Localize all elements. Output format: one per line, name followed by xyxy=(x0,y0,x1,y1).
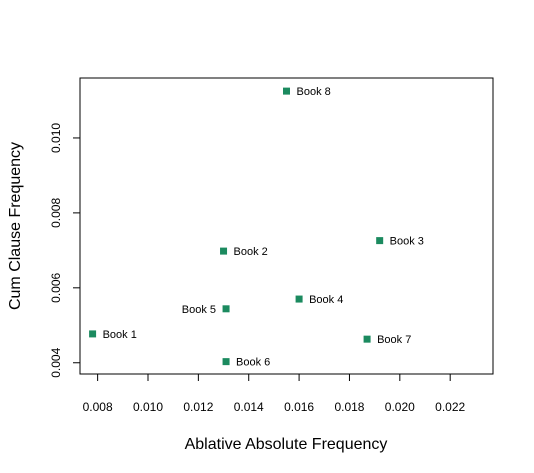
data-point-label: Book 4 xyxy=(309,294,343,306)
data-point-label: Book 1 xyxy=(103,329,137,341)
y-tick-label: 0.006 xyxy=(49,272,63,302)
data-point-label: Book 5 xyxy=(182,304,216,316)
x-axis: 0.008 0.010 0.012 0.014 0.016 0.018 0.020 0.022 xyxy=(83,373,466,414)
x-tick-label: 0.014 xyxy=(234,400,264,414)
data-point-marker xyxy=(222,358,230,366)
x-tick-label: 0.016 xyxy=(284,400,314,414)
x-tick-label: 0.008 xyxy=(83,400,113,414)
x-tick-label: 0.022 xyxy=(435,400,465,414)
data-point-label: Book 3 xyxy=(390,236,424,248)
y-axis: 0.004 0.006 0.008 0.010 xyxy=(49,123,81,378)
data-point-marker xyxy=(295,295,303,303)
data-point-label: Book 7 xyxy=(377,334,411,346)
data-point-label: Book 8 xyxy=(297,86,331,98)
data-point-marker xyxy=(220,247,228,255)
x-tick-label: 0.020 xyxy=(385,400,415,414)
data-point-marker xyxy=(283,87,290,95)
y-tick-label: 0.004 xyxy=(49,347,63,377)
y-tick-label: 0.010 xyxy=(49,123,63,153)
data-point-marker xyxy=(222,305,230,313)
data-point-marker xyxy=(376,237,384,245)
x-axis-title: Ablative Absolute Frequency xyxy=(185,436,388,453)
data-point-label: Book 6 xyxy=(236,357,270,369)
x-tick-label: 0.012 xyxy=(183,400,213,414)
y-tick-label: 0.008 xyxy=(49,198,63,228)
data-point-marker xyxy=(363,335,371,343)
data-point-marker xyxy=(89,330,97,338)
data-points: Book 1 Book 2 Book 3 Book 4 Book 5 Book 6 Book… xyxy=(89,86,424,369)
plot-frame xyxy=(79,77,494,375)
x-tick-label: 0.018 xyxy=(334,400,364,414)
data-point-label: Book 2 xyxy=(234,246,268,258)
x-tick-label: 0.010 xyxy=(133,400,163,414)
y-axis-title: Cum Clause Frequency xyxy=(7,142,24,310)
